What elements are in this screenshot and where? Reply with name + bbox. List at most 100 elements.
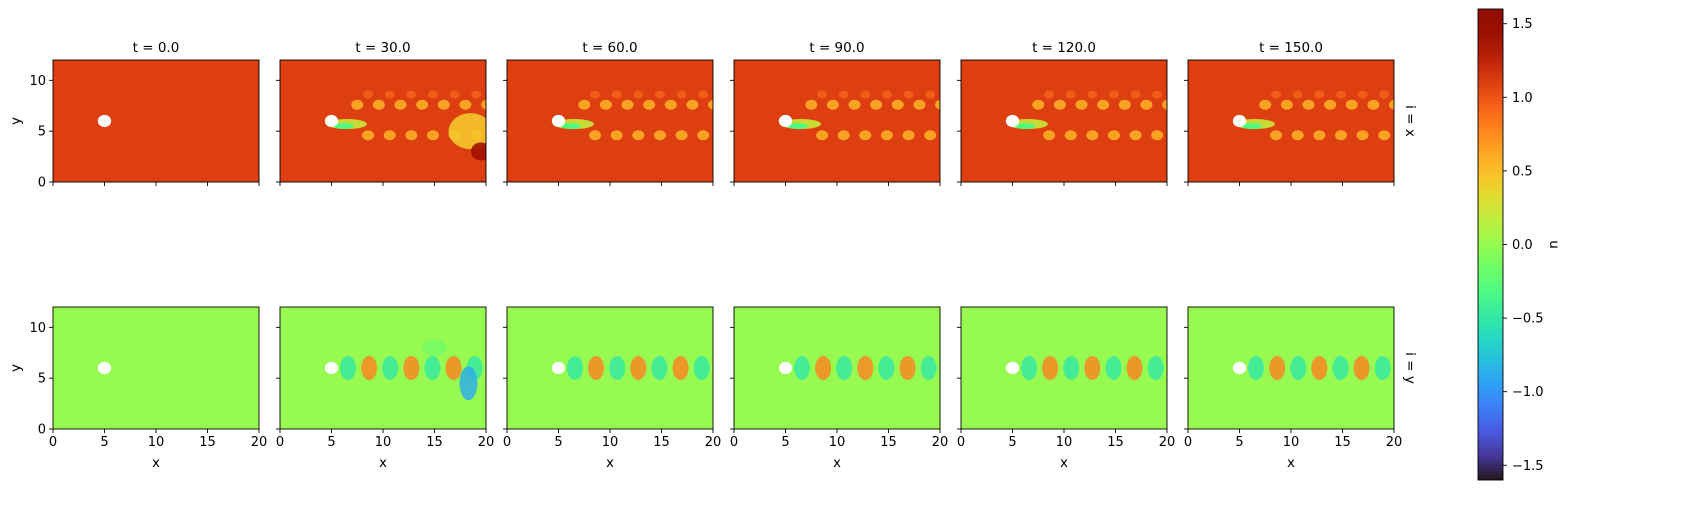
x-tick-label: 5 — [1008, 435, 1016, 450]
field-pattern — [1234, 90, 1394, 141]
vortex-bottom — [675, 130, 688, 141]
column-title: t = 60.0 — [582, 40, 637, 56]
x-tick-label: 0 — [730, 435, 738, 450]
panel-y-5: 0 5 10 15 20 x i = y — [1184, 306, 1418, 471]
vortex-top-outer — [1174, 91, 1184, 99]
vortex-top — [643, 99, 656, 110]
column-title: t = 30.0 — [355, 40, 410, 56]
vortex-top-outer — [676, 90, 687, 99]
obstacle-cylinder — [1232, 361, 1247, 375]
vortex-top-outer — [611, 90, 622, 99]
vortex-top-outer — [1314, 90, 1325, 99]
wake-lobe — [566, 356, 583, 380]
column-title: t = 150.0 — [1259, 40, 1323, 56]
x-tick-label: 0 — [957, 435, 965, 450]
vortex-top — [621, 99, 634, 110]
vortex-top-outer — [449, 90, 460, 99]
wake-lobe — [920, 356, 937, 380]
vortex-bottom — [492, 130, 504, 140]
vortex-bottom — [1129, 130, 1142, 141]
vortex-top-outer — [1335, 90, 1346, 99]
wake-lobe — [424, 356, 441, 380]
vortex-top-outer — [1271, 90, 1282, 99]
wake-lobe — [1290, 356, 1307, 380]
colorbar-tick-label: 1.5 — [1512, 17, 1533, 32]
obstacle-cylinder — [778, 114, 793, 128]
vortex-top — [351, 99, 364, 110]
obstacle-cylinder — [778, 361, 793, 375]
vortex-top-outer — [1108, 90, 1119, 99]
vortex-top — [1280, 99, 1293, 110]
y-tick-label: 5 — [38, 372, 46, 387]
panel-x-5: t = 150.0 i = x — [1184, 40, 1418, 186]
panel-x-3: t = 90.0 — [730, 40, 957, 186]
vortex-top-outer — [1357, 90, 1368, 99]
vortex-top-outer — [633, 90, 644, 99]
field-pattern — [339, 339, 483, 401]
y-axis-label: y — [8, 117, 24, 125]
vortex-bottom — [719, 130, 731, 140]
obstacle-cylinder — [97, 114, 112, 128]
vortex-bottom — [1107, 130, 1120, 141]
vortex-bottom — [697, 130, 710, 141]
vortex-bottom — [426, 130, 439, 141]
x-axis-label: x — [1287, 455, 1295, 471]
wake-lobe — [815, 356, 832, 380]
y-tick-label: 10 — [29, 74, 46, 89]
vortex-bottom — [383, 130, 396, 141]
vortex-bottom — [1334, 130, 1347, 141]
vortex-top-outer — [838, 90, 849, 99]
wake-lobe — [793, 356, 810, 380]
x-tick-label: 0 — [1184, 435, 1192, 450]
x-axis-label: x — [1060, 455, 1068, 471]
vortex-top-outer — [1065, 90, 1076, 99]
vortex-top — [805, 99, 818, 110]
field-background — [53, 60, 259, 182]
vortex-bottom — [362, 130, 375, 141]
obstacle-cylinder — [324, 114, 339, 128]
vortex-top — [826, 99, 839, 110]
vortex-top-outer — [720, 91, 730, 99]
wake-lobe — [382, 356, 399, 380]
vortex-top — [1162, 99, 1167, 110]
vortex-top-outer — [947, 91, 957, 99]
colorbar: 1.5 1.0 0.5 0.0 −0.5 −1.0 −1.5 u — [1477, 8, 1562, 481]
vortex-bottom — [1270, 130, 1283, 141]
x-tick-label: 15 — [199, 435, 216, 450]
transient-region — [422, 339, 447, 356]
x-tick-label: 0 — [503, 435, 511, 450]
vortex-bottom — [1151, 130, 1164, 141]
field-background — [961, 60, 1167, 182]
recirculation-zone — [333, 123, 354, 130]
wake-lobe — [1105, 356, 1122, 380]
vortex-top — [1367, 99, 1380, 110]
vortex-top — [1345, 99, 1358, 110]
wake-lobe — [339, 356, 356, 380]
panel-x-4: t = 120.0 — [957, 40, 1184, 186]
wake-lobe — [1126, 356, 1143, 380]
recirculation-zone — [787, 123, 808, 130]
x-tick-label: 15 — [1334, 435, 1351, 450]
x-tick-label: 15 — [880, 435, 897, 450]
x-tick-label: 20 — [932, 435, 949, 450]
column-title: t = 90.0 — [809, 40, 864, 56]
wake-lobe — [361, 356, 378, 380]
obstacle-cylinder — [1232, 114, 1247, 128]
x-tick-label: 5 — [327, 435, 335, 450]
vortex-top — [913, 99, 926, 110]
x-axis-label: x — [833, 455, 841, 471]
wake-lobe — [1247, 356, 1264, 380]
vortex-top-outer — [654, 90, 665, 99]
vortex-bottom — [589, 130, 602, 141]
vortex-top-outer — [860, 90, 871, 99]
wake-lobe — [1311, 356, 1328, 380]
vortex-top — [891, 99, 904, 110]
vortex-top — [1032, 99, 1045, 110]
x-tick-label: 20 — [478, 435, 495, 450]
panel-x-2: t = 60.0 — [503, 40, 731, 186]
wake-lobe — [445, 356, 462, 380]
vortex-bottom — [1291, 130, 1304, 141]
x-tick-label: 0 — [49, 435, 57, 450]
column-title: t = 0.0 — [133, 40, 180, 56]
vortex-bottom — [902, 130, 915, 141]
